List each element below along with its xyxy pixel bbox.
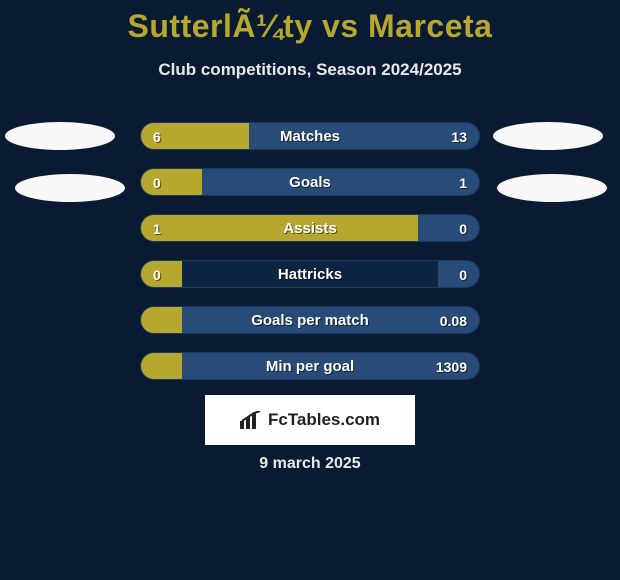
- player-placeholder-ellipse: [15, 174, 125, 202]
- player-placeholder-ellipse: [493, 122, 603, 150]
- bars-icon: [240, 411, 262, 429]
- stats-bars: Matches613Goals01Assists10Hattricks00Goa…: [140, 122, 480, 398]
- stat-label: Hattricks: [141, 261, 479, 287]
- stat-right-value: 0.08: [440, 307, 467, 334]
- stat-label: Min per goal: [141, 353, 479, 379]
- stat-right-value: 13: [451, 123, 467, 150]
- subtitle: Club competitions, Season 2024/2025: [0, 60, 620, 80]
- source-badge-text: FcTables.com: [268, 410, 380, 430]
- stat-label: Goals per match: [141, 307, 479, 333]
- stat-row: Assists1 0: [140, 214, 480, 242]
- stat-row: Goals0 1: [140, 168, 480, 196]
- stat-row: Min per goal1309: [140, 352, 480, 380]
- comparison-infographic: SutterlÃ¼ty vs Marceta Club competitions…: [0, 0, 620, 580]
- date-caption: 9 march 2025: [0, 455, 620, 473]
- stat-left-value: 6: [153, 123, 161, 150]
- stat-left-value: 0: [153, 261, 161, 288]
- stat-right-value: 0: [459, 215, 467, 242]
- stat-left-value: 0: [153, 169, 161, 196]
- stat-right-value: 1: [459, 169, 467, 196]
- player-placeholder-ellipse: [5, 122, 115, 150]
- stat-right-value: 0: [459, 261, 467, 288]
- stat-label: Matches: [141, 123, 479, 149]
- source-badge: FcTables.com: [205, 395, 415, 445]
- stat-right-value: 1309: [436, 353, 467, 380]
- player-placeholder-ellipse: [497, 174, 607, 202]
- stat-row: Matches6 13: [140, 122, 480, 150]
- stat-row: Goals per match0.08: [140, 306, 480, 334]
- stat-row: Hattricks0 0: [140, 260, 480, 288]
- stat-left-value: 1: [153, 215, 161, 242]
- stat-label: Goals: [141, 169, 479, 195]
- page-title: SutterlÃ¼ty vs Marceta: [0, 8, 620, 45]
- stat-label: Assists: [141, 215, 479, 241]
